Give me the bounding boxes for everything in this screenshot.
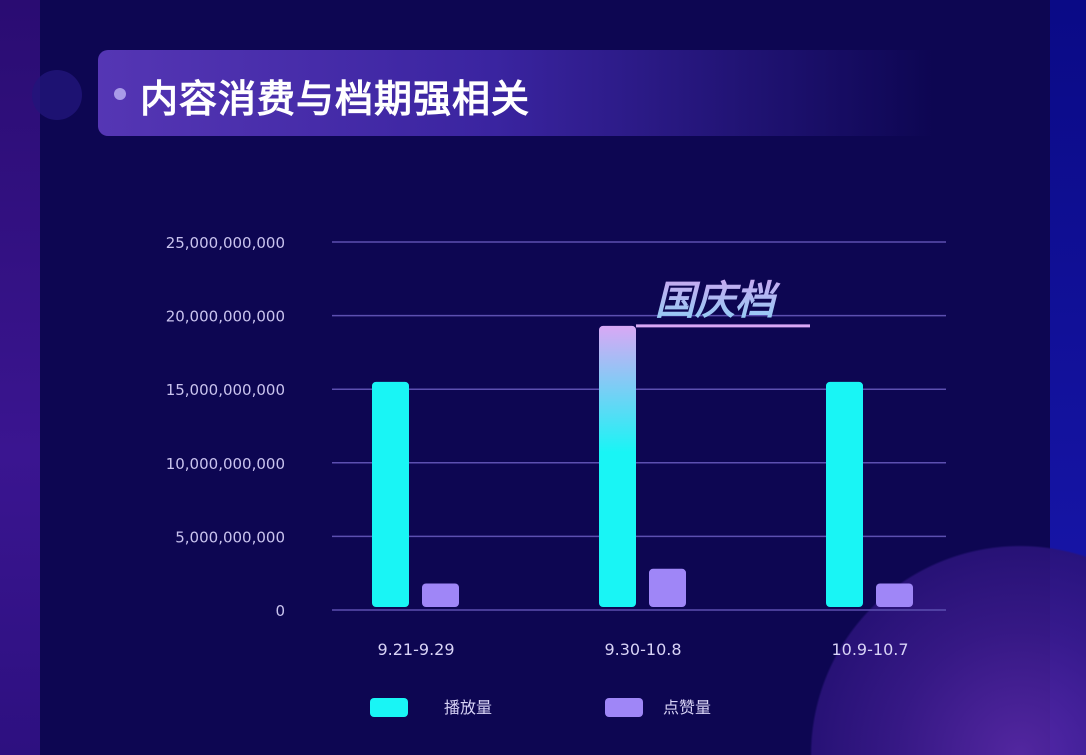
y-tick-label: 5,000,000,000 [175, 528, 285, 546]
bar-plays [826, 381, 863, 607]
title-bullet-icon [114, 88, 126, 100]
bar-likes [422, 583, 459, 607]
y-tick-label: 0 [275, 602, 285, 620]
legend-label: 播放量 [444, 698, 492, 717]
x-tick-label: 9.21-9.29 [377, 640, 454, 659]
legend-label: 点赞量 [663, 698, 711, 717]
bar-likes [649, 568, 686, 607]
bar-likes [876, 583, 913, 607]
decor-circle [32, 70, 82, 120]
bar-plays [599, 325, 636, 607]
x-tick-label: 9.30-10.8 [604, 640, 681, 659]
title-banner [98, 50, 978, 136]
page-title: 内容消费与档期强相关 [140, 77, 531, 121]
y-tick-label: 10,000,000,000 [166, 455, 285, 473]
y-tick-label: 15,000,000,000 [166, 381, 285, 399]
bar-plays [372, 381, 409, 607]
y-tick-label: 20,000,000,000 [166, 308, 285, 326]
left-decor-strip [0, 0, 40, 755]
y-tick-label: 25,000,000,000 [166, 234, 285, 252]
annotation-label: 国庆档 [655, 278, 781, 324]
legend-swatch [605, 698, 643, 717]
legend-swatch [370, 698, 408, 717]
x-tick-label: 10.9-10.7 [831, 640, 908, 659]
